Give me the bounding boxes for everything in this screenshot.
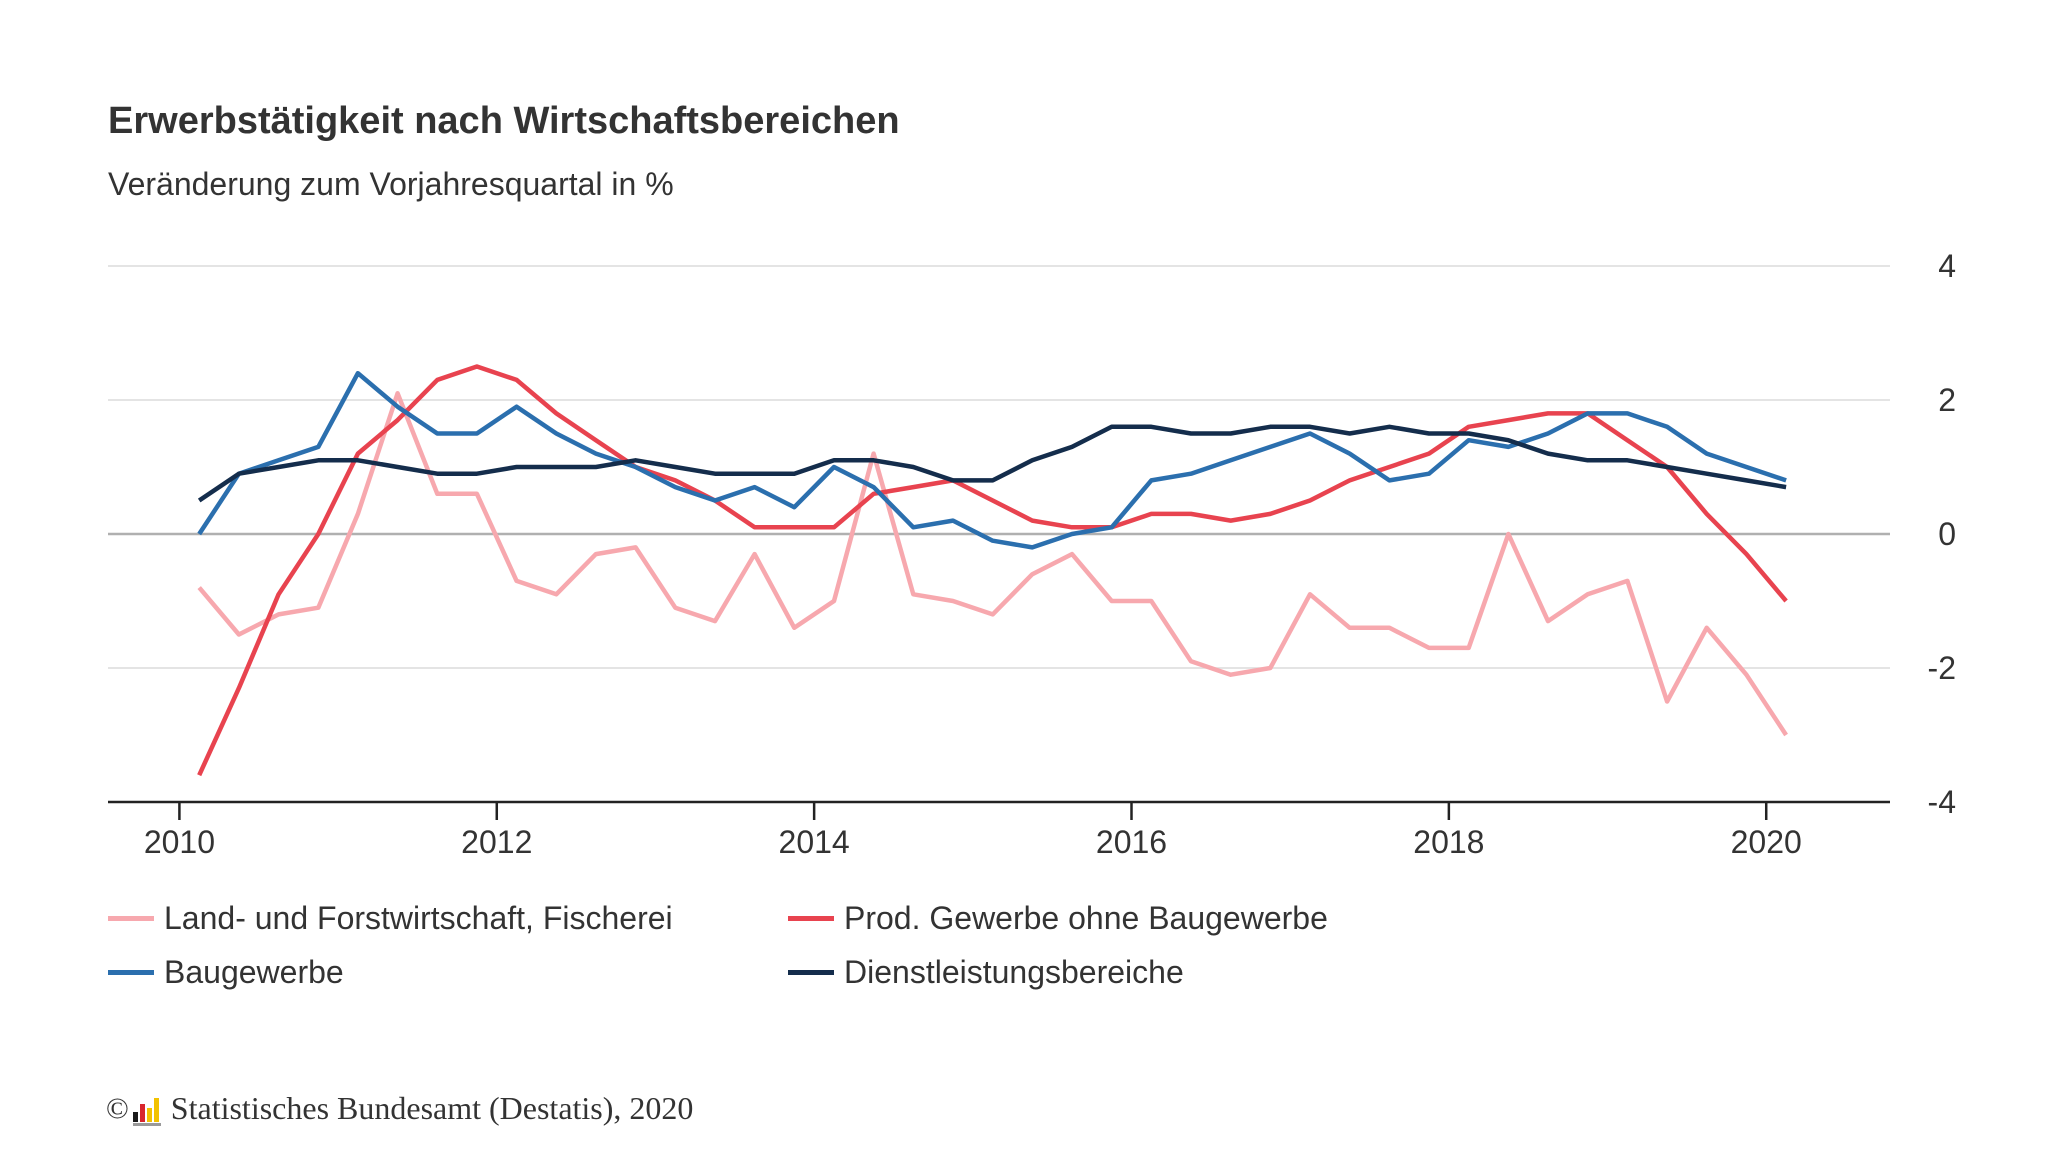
y-tick-labels: 4 2 0 -2 -4 [1928, 248, 1956, 820]
x-tick-labels: 2010 2012 2014 2016 2018 2020 [144, 824, 1802, 860]
grid-lines [108, 265, 1890, 669]
y-tick-label: -2 [1928, 650, 1956, 686]
legend-swatch [108, 969, 154, 975]
x-tick-label: 2016 [1096, 824, 1167, 860]
legend-item: Dienstleistungsbereiche [788, 952, 1428, 992]
legend-swatch [788, 969, 834, 975]
legend-label: Baugewerbe [164, 953, 344, 990]
legend-item: Land- und Forstwirtschaft, Fischerei [108, 898, 788, 938]
x-tick-label: 2014 [779, 824, 850, 860]
legend-label: Land- und Forstwirtschaft, Fischerei [164, 899, 673, 936]
copyright-symbol: © [106, 1091, 129, 1125]
x-tick-label: 2012 [461, 824, 532, 860]
source-text: Statistisches Bundesamt (Destatis), 2020 [170, 1090, 694, 1126]
series-lines [197, 364, 1788, 777]
x-tick-label: 2010 [144, 824, 215, 860]
legend-item: Baugewerbe [108, 952, 788, 992]
series-line [197, 424, 1787, 503]
y-tick-label: -4 [1928, 784, 1956, 820]
legend-label: Dienstleistungsbereiche [844, 953, 1184, 990]
legend-swatch [788, 915, 834, 921]
legend-label: Prod. Gewerbe ohne Baugewerbe [844, 899, 1328, 936]
y-tick-label: 4 [1938, 248, 1956, 284]
x-tick-label: 2020 [1731, 824, 1802, 860]
destatis-logo-icon [132, 1096, 161, 1126]
y-tick-label: 0 [1938, 516, 1956, 552]
chart-legend: Land- und Forstwirtschaft, Fischerei Pro… [108, 898, 1428, 992]
series-line [197, 364, 1788, 777]
legend-swatch [108, 915, 154, 921]
chart-title: Erwerbstätigkeit nach Wirtschaftsbereich… [108, 100, 900, 142]
legend-item: Prod. Gewerbe ohne Baugewerbe [788, 898, 1428, 938]
chart-subtitle: Veränderung zum Vorjahresquartal in % [108, 166, 674, 202]
source-footer: © Statistisches Bundesamt (Destatis), 20… [106, 1090, 693, 1127]
y-tick-label: 2 [1938, 382, 1956, 418]
x-tick-label: 2018 [1413, 824, 1484, 860]
series-line [197, 391, 1788, 737]
axes [108, 800, 1890, 820]
